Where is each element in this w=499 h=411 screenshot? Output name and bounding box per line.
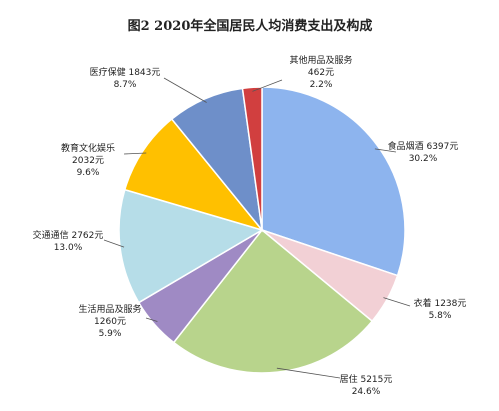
pie-slice-education [123,118,265,232]
slice-label-clothing-pct: 5.8% [429,311,452,321]
slice-label-education-pct: 9.6% [77,168,100,178]
leader-line-healthcare [163,77,207,103]
slice-label-education: 教育文化娱乐 2032元 9.6% [61,142,115,178]
slice-label-transport: 交通通信 2762元 13.0% [33,229,104,253]
slice-label-household-goods-name: 生活用品及服务 [78,303,141,315]
slice-label-clothing-name-value: 衣着 1238元 [414,297,467,309]
leader-line-housing [276,367,341,379]
leader-line-food [374,148,397,153]
slice-label-housing-pct: 24.6% [352,387,381,397]
slice-label-healthcare-pct: 8.7% [114,80,137,90]
slice-label-housing-name-value: 居住 5215元 [340,373,393,385]
slice-label-other-pct: 2.2% [310,80,333,90]
slice-label-other: 其他用品及服务 462元 2.2% [289,54,352,90]
slice-label-housing: 居住 5215元 24.6% [340,373,393,397]
leader-line-clothing [383,297,411,307]
chart-title: 图2 2020年全国居民人均消费支出及构成 [128,18,373,34]
pie-slice-food [261,86,406,277]
slice-label-education-value: 2032元 [72,156,104,166]
pie-slice-other [241,86,263,231]
pie-slice-transport [118,188,264,304]
slice-label-transport-pct: 13.0% [54,243,83,253]
leader-line-education [123,152,147,155]
slice-label-transport-name-value: 交通通信 2762元 [33,229,104,241]
slice-label-food: 食品烟酒 6397元 30.2% [388,140,459,164]
pie-slice-housing [172,228,374,374]
slice-label-healthcare: 医疗保健 1843元 8.7% [90,66,161,90]
slice-label-food-pct: 30.2% [409,154,438,164]
slice-label-healthcare-name-value: 医疗保健 1843元 [90,66,161,78]
slice-label-education-name: 教育文化娱乐 [61,142,115,154]
slice-label-household-goods-pct: 5.9% [99,329,122,339]
slice-label-clothing: 衣着 1238元 5.8% [414,297,467,321]
slice-label-other-name: 其他用品及服务 [289,54,352,66]
slice-label-household-goods-value: 1260元 [94,317,126,327]
leader-line-household-goods [145,317,158,322]
slice-label-food-name-value: 食品烟酒 6397元 [388,140,459,152]
leader-line-transport [103,239,125,248]
leader-line-other [252,79,283,92]
slice-label-other-value: 462元 [308,68,334,78]
slice-label-household-goods: 生活用品及服务 1260元 5.9% [78,303,141,339]
